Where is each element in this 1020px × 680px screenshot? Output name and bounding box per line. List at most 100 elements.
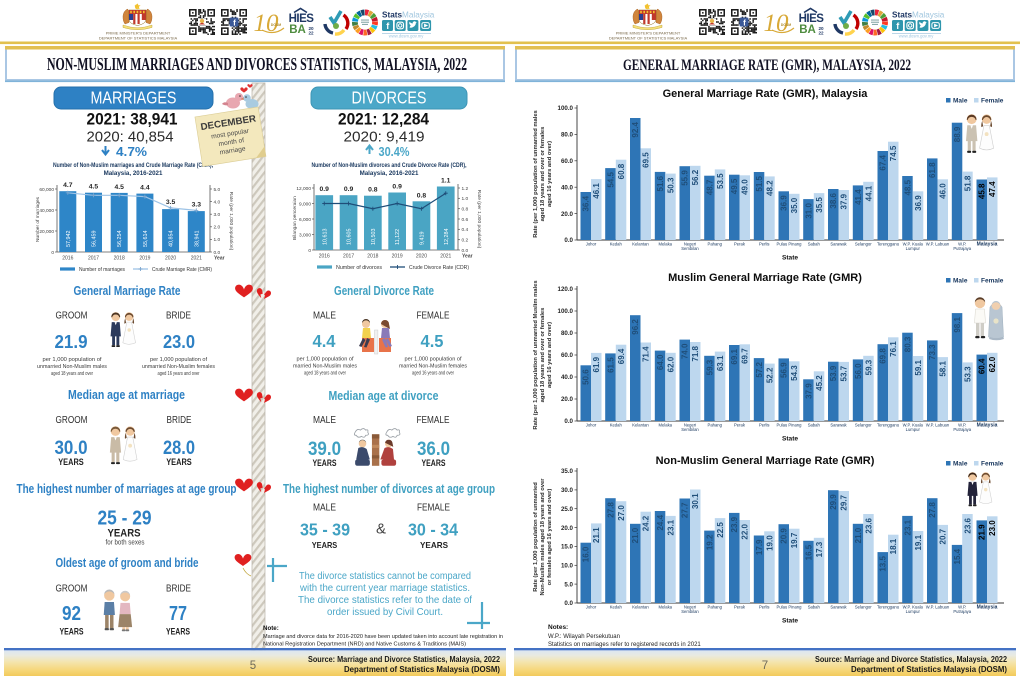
svg-text:Number of Non-Muslim divorces: Number of Non-Muslim divorces and Crude … (312, 162, 467, 169)
svg-text:2017: 2017 (88, 256, 99, 262)
svg-text:2019: 2019 (392, 254, 403, 260)
svg-text:19.1: 19.1 (914, 534, 923, 550)
svg-text:3.5: 3.5 (166, 199, 176, 206)
svg-text:Malaysia, 2016-2021: Malaysia, 2016-2021 (360, 170, 419, 177)
svg-text:40.0: 40.0 (561, 184, 574, 191)
svg-text:55.9: 55.9 (681, 170, 690, 186)
svg-text:36.4: 36.4 (582, 195, 591, 211)
svg-text:W.P. Labuan: W.P. Labuan (926, 242, 950, 247)
svg-text:The divorce statistics cannot: The divorce statistics cannot be compare… (299, 571, 471, 582)
svg-text:Kedah: Kedah (610, 242, 623, 247)
svg-text:aged 18 years and over: aged 18 years and over (51, 371, 93, 377)
svg-text:15.4: 15.4 (953, 548, 962, 564)
svg-text:Crude Marriage Rate (CMR): Crude Marriage Rate (CMR) (152, 267, 212, 273)
svg-text:HIES: HIES (799, 13, 825, 25)
svg-text:Female: Female (981, 97, 1004, 104)
svg-text:Number of marriages: Number of marriages (79, 267, 125, 273)
svg-text:98.1: 98.1 (953, 317, 962, 333)
svg-text:per 1,000 population of: per 1,000 population of (150, 357, 207, 363)
svg-text:63.1: 63.1 (716, 355, 725, 371)
svg-text:0.9: 0.9 (392, 184, 402, 191)
svg-text:W.P.: W.P. (958, 605, 966, 610)
svg-text:24.4: 24.4 (656, 514, 665, 530)
svg-text:12,284: 12,284 (444, 229, 450, 246)
svg-text:&: & (376, 521, 386, 538)
svg-text:Perlis: Perlis (759, 605, 769, 610)
svg-text:Pulau Pinang: Pulau Pinang (777, 423, 803, 428)
svg-text:Kedah: Kedah (610, 605, 623, 610)
svg-text:15.0: 15.0 (561, 544, 574, 551)
svg-text:Male: Male (953, 277, 968, 284)
svg-text:46.0: 46.0 (939, 183, 948, 199)
svg-text:37.9: 37.9 (805, 383, 814, 399)
svg-text:69.5: 69.5 (642, 152, 651, 168)
svg-text:0.2: 0.2 (462, 237, 469, 243)
svg-text:Johor: Johor (586, 605, 597, 610)
svg-text:16.5: 16.5 (805, 544, 814, 560)
svg-text:59.3: 59.3 (706, 359, 715, 375)
svg-text:22: 22 (818, 31, 824, 36)
svg-text:Rate (per 1,000 population of: Rate (per 1,000 population of unmarried (533, 482, 539, 592)
svg-text:100.0: 100.0 (558, 105, 574, 112)
svg-text:Sembilan: Sembilan (681, 609, 699, 614)
svg-text:f: f (896, 21, 900, 31)
svg-text:Department of Statistics Malay: Department of Statistics Malaysia (DOSM) (344, 664, 500, 674)
svg-text:The highest number of marriage: The highest number of marriages at age g… (17, 482, 237, 496)
svg-text:or females aged 16 years and o: or females aged 16 years and over) (547, 489, 553, 586)
svg-text:30.4%: 30.4% (379, 145, 410, 159)
svg-text:56,459: 56,459 (92, 231, 98, 248)
svg-text:BA: BA (289, 24, 306, 36)
svg-text:6,000: 6,000 (299, 217, 311, 223)
svg-text:57.2: 57.2 (755, 362, 764, 378)
svg-text:Negeri: Negeri (684, 605, 696, 610)
svg-text:Malaysia: Malaysia (977, 605, 998, 611)
svg-text:Year: Year (462, 254, 473, 260)
svg-text:Statistics on marriages refer: Statistics on marriages refer to registe… (548, 642, 701, 648)
svg-text:Kelantan: Kelantan (632, 423, 649, 428)
svg-text:30.0: 30.0 (55, 438, 88, 459)
svg-text:2016: 2016 (62, 256, 73, 262)
svg-text:22: 22 (308, 31, 314, 36)
svg-text:Source: Marriage and Divorce S: Source: Marriage and Divorce Statistics,… (308, 654, 500, 664)
svg-text:38.6: 38.6 (829, 193, 838, 209)
svg-text:Sarawak: Sarawak (830, 242, 847, 247)
svg-text:88.9: 88.9 (953, 126, 962, 142)
svg-text:Sabah: Sabah (808, 605, 821, 610)
svg-text:W.P. Kuala: W.P. Kuala (903, 242, 924, 247)
svg-text:2018: 2018 (367, 254, 378, 260)
svg-text:57,942: 57,942 (66, 231, 72, 248)
svg-text:Perak: Perak (734, 423, 746, 428)
svg-text:53.3: 53.3 (964, 366, 973, 382)
svg-text:27.8: 27.8 (928, 502, 937, 518)
svg-text:5: 5 (250, 660, 256, 672)
svg-text:Rate (per 1,000 population of: Rate (per 1,000 population of unmarried … (533, 280, 539, 429)
svg-text:54.3: 54.3 (790, 365, 799, 381)
svg-text:17.9: 17.9 (755, 539, 764, 555)
svg-text:0: 0 (51, 250, 54, 256)
svg-text:2021: 38,941: 2021: 38,941 (87, 111, 178, 129)
svg-text:4.4: 4.4 (313, 331, 336, 351)
svg-text:100.0: 100.0 (558, 308, 574, 315)
svg-text:80.0: 80.0 (561, 330, 574, 337)
svg-text:YEARS: YEARS (60, 627, 84, 638)
svg-text:www.dosm.gov.my: www.dosm.gov.my (389, 34, 424, 39)
svg-text:DEPARTMENT OF STATISTICS MALAY: DEPARTMENT OF STATISTICS MALAYSIA (609, 36, 688, 41)
svg-text:marriage: marriage (219, 145, 246, 156)
svg-text:35.0: 35.0 (561, 468, 574, 475)
svg-text:13.5: 13.5 (879, 556, 888, 572)
svg-text:20: 20 (818, 26, 824, 31)
svg-text:5.0: 5.0 (564, 581, 573, 588)
svg-text:State: State (782, 255, 798, 262)
svg-text:30 - 34: 30 - 34 (408, 520, 458, 540)
svg-text:44.1: 44.1 (865, 185, 874, 201)
svg-text:60.0: 60.0 (561, 352, 574, 359)
svg-text:YEARS: YEARS (312, 540, 338, 550)
svg-text:per 1,000 population of: per 1,000 population of (405, 357, 462, 363)
svg-text:Perlis: Perlis (759, 423, 769, 428)
svg-text:f: f (386, 21, 390, 31)
svg-text:BRIDE: BRIDE (167, 414, 192, 426)
svg-text:23.9: 23.9 (730, 516, 739, 532)
svg-text:Non-Muslim General Marriage Ra: Non-Muslim General Marriage Rate (GMR) (656, 455, 875, 467)
svg-text:40,854: 40,854 (169, 231, 175, 248)
svg-text:StatsMalaysia: StatsMalaysia (892, 11, 945, 20)
